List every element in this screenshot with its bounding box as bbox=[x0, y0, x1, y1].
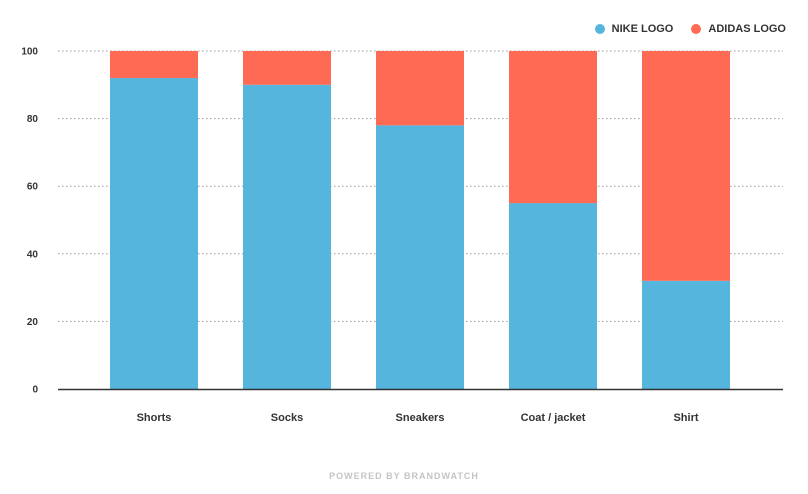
y-tick-label: 40 bbox=[27, 249, 39, 260]
bar-nike-coat-jacket[interactable] bbox=[509, 203, 597, 389]
bar-nike-shirt[interactable] bbox=[642, 280, 730, 389]
y-tick-label: 60 bbox=[27, 182, 39, 193]
bar-adidas-sneakers[interactable] bbox=[376, 51, 464, 126]
footer-branding: POWERED BY BRANDWATCH bbox=[329, 471, 479, 481]
bar-adidas-shorts[interactable] bbox=[110, 51, 198, 79]
x-category-label: Socks bbox=[271, 412, 303, 424]
x-category-label: Shirt bbox=[673, 412, 698, 424]
x-category-label: Shorts bbox=[137, 412, 172, 424]
bar-adidas-shirt[interactable] bbox=[642, 51, 730, 281]
y-tick-label: 0 bbox=[32, 385, 38, 396]
bars bbox=[110, 51, 730, 390]
bar-adidas-coat-jacket[interactable] bbox=[509, 51, 597, 204]
y-tick-label: 100 bbox=[21, 47, 38, 58]
bar-nike-sneakers[interactable] bbox=[376, 125, 464, 390]
legend-marker-adidas bbox=[691, 24, 702, 34]
x-category-label: Sneakers bbox=[396, 412, 445, 424]
legend-marker-nike bbox=[594, 24, 605, 34]
legend-item-adidas[interactable]: ADIDAS LOGO bbox=[691, 23, 786, 35]
bar-nike-shorts[interactable] bbox=[110, 78, 198, 389]
y-tick-label: 20 bbox=[27, 317, 39, 328]
y-tick-label: 80 bbox=[27, 114, 39, 125]
bar-nike-socks[interactable] bbox=[243, 84, 331, 390]
x-category-label: Coat / jacket bbox=[521, 412, 586, 424]
legend-item-nike[interactable]: NIKE LOGO bbox=[594, 23, 674, 35]
y-axis-ticks: 0 20 40 60 80 100 bbox=[21, 47, 38, 396]
bar-adidas-socks[interactable] bbox=[243, 51, 331, 85]
legend: NIKE LOGO ADIDAS LOGO bbox=[594, 23, 786, 35]
legend-label-adidas: ADIDAS LOGO bbox=[708, 23, 786, 35]
legend-label-nike: NIKE LOGO bbox=[611, 23, 674, 35]
x-axis-labels: Shorts Socks Sneakers Coat / jacket Shirt bbox=[137, 412, 699, 424]
